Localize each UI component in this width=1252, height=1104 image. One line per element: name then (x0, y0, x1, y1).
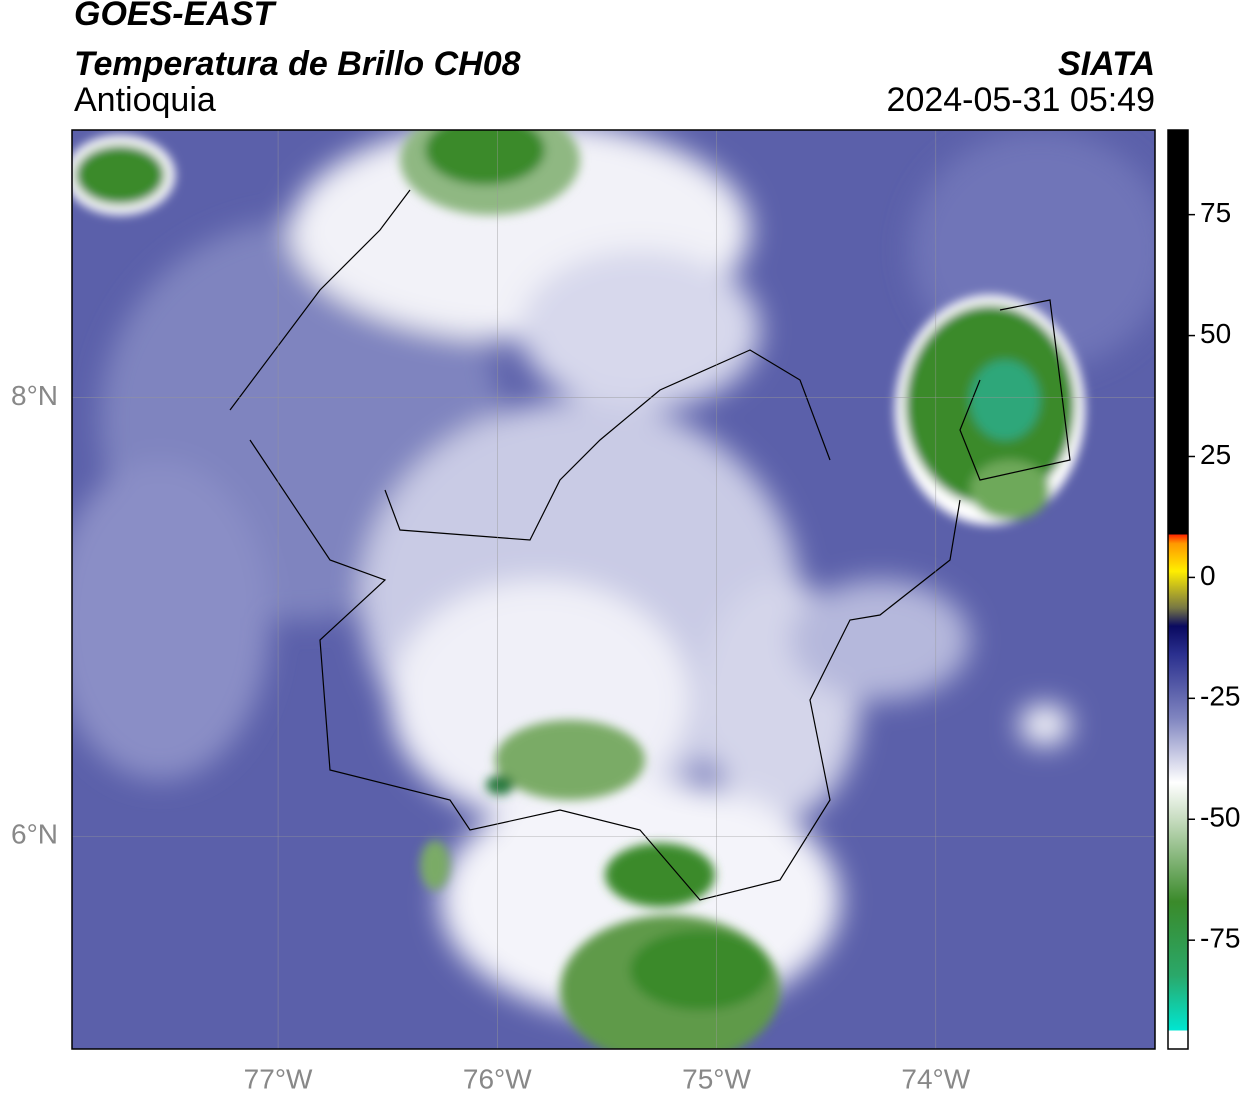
colorbar-tick-label: 0 (1200, 560, 1216, 591)
x-tick-label: 74°W (901, 1063, 970, 1094)
map-frame (71, 129, 1156, 1050)
colorbar-tick-label: 75 (1200, 197, 1231, 228)
colorbar (1167, 129, 1189, 1050)
source: SIATA (1058, 45, 1155, 83)
graticule (72, 130, 1155, 1049)
x-tick-label: 75°W (682, 1063, 751, 1094)
title: GOES-EAST (74, 0, 277, 33)
y-tick-label: 6°N (11, 819, 58, 850)
subtitle: Temperatura de Brillo CH08 (74, 45, 521, 83)
colorbar-tick-label: -50 (1200, 802, 1240, 833)
colorbar-tick-label: -75 (1200, 923, 1240, 954)
x-tick-label: 77°W (244, 1063, 313, 1094)
satellite-image (72, 130, 1155, 1049)
colorbar-tick-label: -25 (1200, 681, 1240, 712)
region: Antioquia (74, 81, 216, 119)
y-tick-label: 8°N (11, 380, 58, 411)
datetime: 2024-05-31 05:49 (887, 81, 1155, 119)
colorbar-tick-label: 50 (1200, 318, 1231, 349)
colorbar-tick-label: 25 (1200, 439, 1231, 470)
x-tick-label: 76°W (463, 1063, 532, 1094)
